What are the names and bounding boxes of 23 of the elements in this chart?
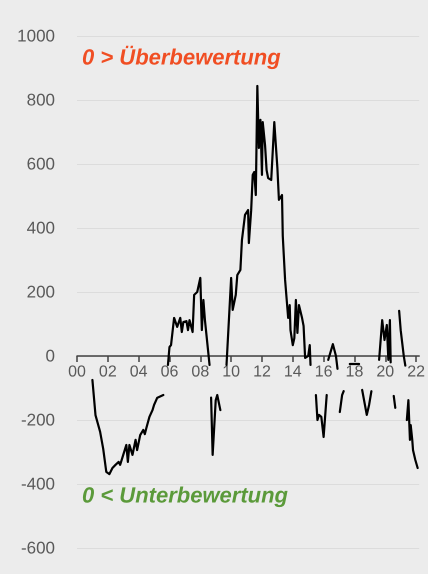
x-tick-label: 00 — [68, 364, 86, 380]
annotation: 0 > Überbewertung — [82, 44, 282, 70]
x-tick-label: 08 — [191, 364, 210, 380]
y-tick-label: -600 — [20, 538, 55, 558]
x-tick-label: 04 — [130, 364, 148, 380]
y-tick-label: 800 — [26, 90, 55, 110]
y-tick-label: 400 — [26, 218, 55, 238]
y-tick-label: -400 — [20, 474, 55, 494]
x-tick-label: 10 — [222, 364, 240, 380]
y-tick-label: 200 — [26, 282, 55, 302]
x-tick-label: 16 — [314, 364, 333, 380]
x-tick-label: 14 — [284, 364, 302, 380]
y-tick-label: -200 — [20, 410, 55, 430]
x-tick-label: 12 — [253, 364, 271, 380]
y-tick-label: 1000 — [17, 26, 55, 46]
x-tick-label: 18 — [346, 364, 364, 380]
x-tick-label: 06 — [160, 364, 178, 380]
x-tick-label: 02 — [98, 364, 117, 380]
x-tick-label: 20 — [376, 364, 394, 380]
annotation: 0 < Unterbewertung — [82, 482, 289, 508]
y-tick-label: 0 — [46, 346, 55, 366]
x-tick-label: 22 — [407, 364, 426, 380]
y-tick-label: 600 — [26, 154, 55, 174]
